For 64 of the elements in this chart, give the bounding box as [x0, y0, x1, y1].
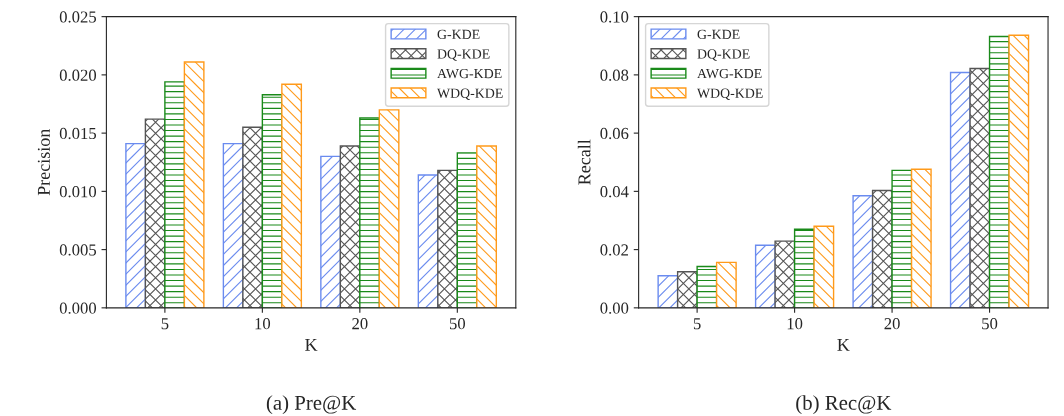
bar: [657, 275, 679, 308]
y-tick-label: 0.005: [59, 244, 97, 256]
y-tick-label: 0.015: [59, 127, 97, 140]
bar: [281, 83, 303, 308]
y-tick-label: 0.02: [600, 244, 628, 256]
x-tick-label: 5: [693, 318, 701, 330]
bar: [793, 228, 815, 308]
bar: [891, 169, 913, 308]
x-axis-title: K: [837, 338, 850, 351]
bar: [242, 126, 264, 308]
x-tick-label: 50: [449, 318, 466, 330]
bar: [417, 174, 439, 308]
y-axis-title: Precision: [37, 128, 50, 196]
legend-label: AWG-KDE: [697, 68, 762, 79]
legend-label: WDQ-KDE: [696, 88, 763, 100]
x-tick-label: 5: [161, 318, 169, 330]
bar: [476, 145, 498, 308]
legend-label: AWG-KDE: [437, 68, 502, 79]
text: (b) Rec@K: [796, 395, 892, 415]
bar: [988, 35, 1010, 308]
bar: [456, 152, 478, 308]
bar: [696, 265, 718, 308]
y-tick-label: 0.04: [600, 186, 629, 198]
bar: [871, 189, 893, 308]
bar: [144, 118, 166, 308]
bar: [1008, 34, 1030, 308]
y-axis-title: Recall: [577, 139, 591, 185]
x-axis-title: K: [305, 338, 318, 351]
x-tick-label: 10: [787, 318, 803, 330]
x-tick-label: 10: [255, 318, 271, 330]
bar: [852, 195, 874, 308]
x-tick-label: 50: [982, 318, 998, 330]
bar: [222, 142, 244, 308]
y-tick-label: 0.010: [59, 186, 97, 198]
y-tick-label: 0.025: [59, 11, 97, 23]
y-tick-label: 0.06: [600, 127, 629, 140]
bar: [774, 240, 796, 308]
legend-label: G-KDE: [437, 29, 480, 39]
legend-label: G-KDE: [697, 29, 740, 39]
legend-label: WDQ-KDE: [436, 88, 503, 100]
bar: [164, 81, 186, 308]
y-tick-label: 0.020: [59, 69, 97, 81]
bar: [261, 93, 283, 308]
bar: [949, 71, 971, 308]
x-tick-label: 20: [352, 318, 368, 330]
bar: [437, 169, 459, 308]
bar: [715, 261, 737, 308]
y-tick-label: 0.00: [600, 302, 629, 314]
x-tick-label: 20: [884, 318, 900, 330]
legend-label: DQ-KDE: [697, 49, 750, 61]
text: (a) Pre@K: [266, 395, 357, 415]
bar: [339, 145, 361, 308]
bar: [183, 61, 205, 308]
y-tick-label: 0.10: [600, 11, 629, 23]
y-tick-label: 0.000: [59, 302, 97, 314]
bar: [125, 142, 147, 308]
legend-label: DQ-KDE: [437, 49, 490, 61]
bar: [359, 117, 381, 308]
bar: [320, 155, 342, 308]
bar: [813, 225, 835, 308]
bar: [378, 109, 400, 308]
bar: [910, 168, 932, 308]
y-tick-label: 0.08: [600, 69, 629, 81]
bar: [969, 67, 991, 308]
